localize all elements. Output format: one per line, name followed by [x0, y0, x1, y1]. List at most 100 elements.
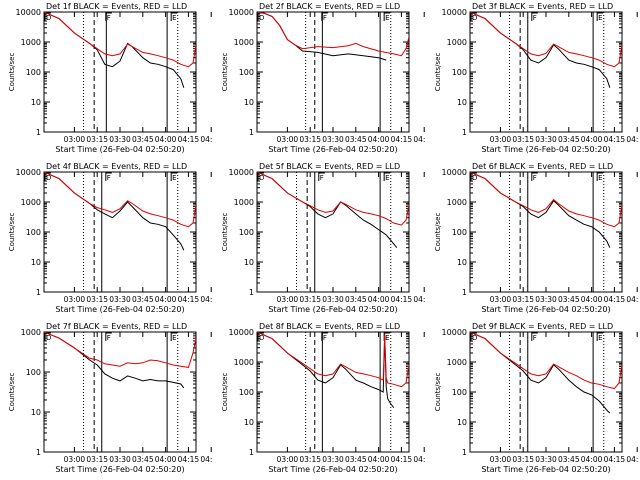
plot-frame [469, 331, 623, 453]
interval-marker-label: D [472, 174, 477, 182]
x-tick-label: 03:00 [277, 295, 299, 304]
x-axis-label: Start Time (26-Feb-04 02:50:20) [481, 465, 610, 474]
x-tick-label: 03:30 [535, 295, 557, 304]
y-tick-label: 100 [26, 368, 41, 377]
interval-marker-label: E [385, 334, 389, 342]
series-group [44, 332, 196, 389]
y-tick-label: 10000 [229, 328, 254, 337]
x-tick-label: 03:00 [64, 295, 86, 304]
x-tick-label: 03:45 [345, 455, 367, 464]
y-tick-label: 100 [239, 228, 254, 237]
y-tick-label: 10 [244, 258, 254, 267]
y-tick-label: 1000 [447, 198, 467, 207]
x-tick-label: 03:30 [535, 135, 557, 144]
interval-marker-label: E [172, 14, 176, 22]
x-tick-label: 03:30 [535, 455, 557, 464]
interval-lines [305, 12, 392, 132]
chart-title: Det 7f BLACK = Events, RED = LLD [46, 322, 187, 331]
x-tick-label: 04:00 [368, 295, 390, 304]
series-group [257, 172, 409, 249]
interval-marker-bracket [44, 12, 51, 21]
chart-title: Det 5f BLACK = Events, RED = LLD [259, 162, 400, 171]
y-axis-label: Counts/sec [221, 213, 229, 252]
series-group [44, 172, 196, 251]
interval-marker-bracket [321, 332, 328, 341]
interval-marker-label: F [107, 334, 111, 342]
chart-title: Det 3f BLACK = Events, RED = LLD [472, 2, 613, 11]
interval-marker-bracket [170, 172, 178, 181]
series-line-events [257, 172, 398, 249]
y-tick-label: 10 [244, 418, 254, 427]
interval-marker-bracket [596, 172, 604, 181]
chart-panel-4: Det 4f BLACK = Events, RED = LLD 1 10 100 10… [8, 162, 213, 314]
x-tick-label: 04:00 [368, 135, 390, 144]
interval-marker-label: F [320, 174, 324, 182]
series-group [470, 172, 622, 248]
y-tick-label: 1000 [447, 358, 467, 367]
interval-marker-label: F [107, 14, 111, 22]
y-axis-label: Counts/sec [434, 213, 442, 252]
y-tick-label: 1000 [234, 198, 254, 207]
x-tick-label: 04:30 [413, 135, 426, 144]
y-tick-label: 10 [31, 408, 41, 417]
y-axis-label: Counts/sec [8, 373, 16, 412]
interval-marker-label: E [385, 174, 389, 182]
x-tick-label: 03:15 [86, 295, 108, 304]
x-tick-label: 04:15 [604, 295, 626, 304]
chart-title: Det 9f BLACK = Events, RED = LLD [472, 322, 613, 331]
x-tick-label: 03:30 [109, 455, 131, 464]
chart-title: Det 2f BLACK = Events, RED = LLD [259, 2, 400, 11]
interval-marker-label: D [46, 14, 51, 22]
y-axis-label: Counts/sec [221, 53, 229, 92]
interval-marker-bracket [531, 12, 538, 21]
plot-frame [43, 11, 197, 133]
y-axis-label: Counts/sec [8, 53, 16, 92]
x-tick-label: 04:00 [581, 455, 603, 464]
interval-marker-bracket [318, 172, 325, 181]
y-tick-label: 10 [457, 258, 467, 267]
series-group [44, 12, 196, 88]
x-tick-label: 03:15 [299, 295, 321, 304]
series-line-lld [44, 332, 196, 368]
x-tick-label: 03:45 [132, 295, 154, 304]
x-tick-label: 03:45 [132, 455, 154, 464]
chart-panel-9: Det 9f BLACK = Events, RED = LLD 1 10 100 10… [434, 322, 639, 474]
x-tick-label: 03:45 [558, 135, 580, 144]
chart-title: Det 1f BLACK = Events, RED = LLD [46, 2, 187, 11]
interval-marker-bracket [383, 12, 391, 21]
interval-marker-bracket [470, 12, 477, 21]
chart-panel-7: Det 7f BLACK = Events, RED = LLD 1 10 100 10… [8, 322, 213, 474]
interval-marker-label: F [107, 174, 111, 182]
interval-marker-bracket [470, 172, 477, 181]
x-tick-label: 04:30 [413, 295, 426, 304]
plot-frame [256, 171, 410, 293]
x-tick-label: 03:15 [512, 135, 534, 144]
series-line-lld [44, 12, 196, 68]
interval-marker-label: D [472, 14, 477, 22]
x-tick-label: 03:45 [558, 455, 580, 464]
x-tick-label: 03:45 [345, 295, 367, 304]
interval-marker-label: E [172, 174, 176, 182]
x-tick-label: 03:15 [512, 455, 534, 464]
interval-marker-bracket [531, 172, 538, 181]
x-axis-label: Start Time (26-Feb-04 02:50:20) [55, 465, 184, 474]
interval-marker-label: E [598, 334, 602, 342]
chart-title: Det 4f BLACK = Events, RED = LLD [46, 162, 187, 171]
interval-marker-label: E [598, 174, 602, 182]
interval-marker-bracket [596, 332, 604, 341]
y-tick-label: 100 [26, 68, 41, 77]
x-tick-label: 03:00 [490, 135, 512, 144]
x-tick-label: 04:15 [391, 455, 413, 464]
y-tick-label: 1 [249, 448, 254, 457]
y-axis-label: Counts/sec [221, 373, 229, 412]
x-tick-label: 04:00 [155, 295, 177, 304]
interval-marker-bracket [105, 172, 112, 181]
interval-marker-label: D [259, 14, 264, 22]
x-tick-label: 03:45 [558, 295, 580, 304]
y-tick-label: 100 [239, 388, 254, 397]
interval-marker-bracket [44, 172, 51, 181]
y-tick-label: 10000 [229, 168, 254, 177]
y-tick-label: 1 [36, 128, 41, 137]
x-tick-label: 03:30 [322, 295, 344, 304]
series-group [257, 12, 409, 61]
